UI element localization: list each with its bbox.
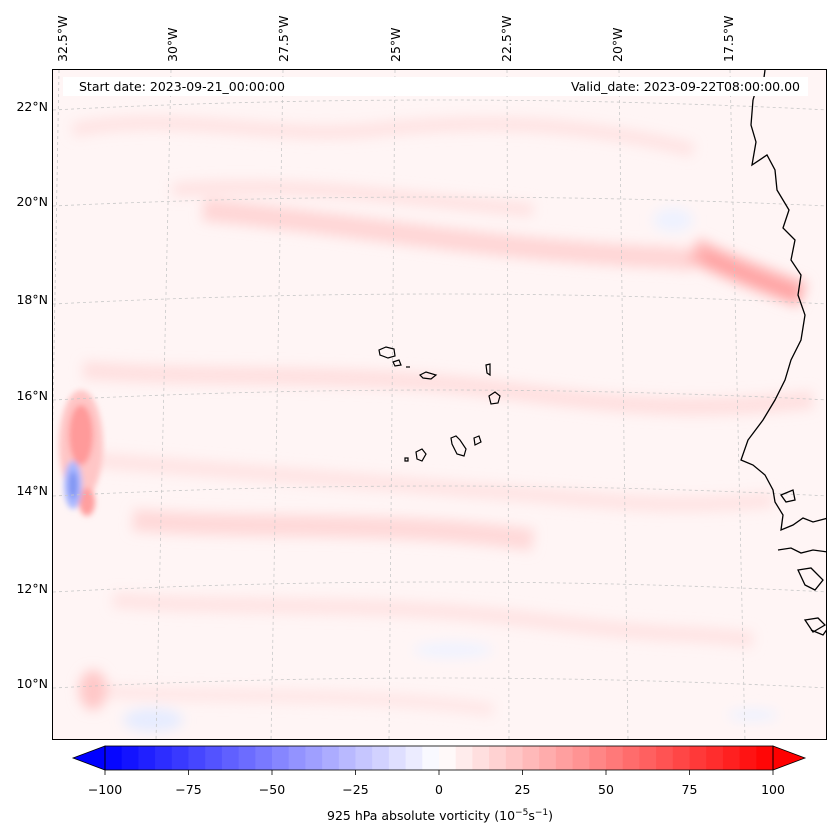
colorbar (71, 745, 807, 775)
colorbar-segment (338, 746, 357, 770)
colorbar-segment (505, 746, 524, 770)
island-maio (473, 435, 482, 446)
coast-guinea (810, 629, 826, 636)
island-santiago (450, 435, 467, 457)
colorbar-segment (622, 746, 640, 770)
colorbar-segment (472, 746, 490, 770)
colorbar-segment (288, 746, 306, 770)
colorbar-tick-neg100: −100 (87, 782, 123, 797)
colorbar-tick-neg25: −25 (342, 782, 369, 797)
lon-label-32-5w: 32.5°W (55, 15, 70, 62)
colorbar-segment (105, 746, 123, 770)
colorbar-segment (639, 746, 657, 770)
colorbar-segment (455, 746, 473, 770)
colorbar-segment (756, 746, 774, 770)
colorbar-label: 925 hPa absolute vorticity (10−5s−1) (326, 808, 554, 824)
colorbar-segment (272, 746, 290, 770)
colorbar-tick-50: 50 (598, 782, 614, 797)
colorbar-tick-marks (104, 770, 774, 775)
lat-label-16n: 16°N (16, 388, 48, 403)
coast-bissagos-1 (797, 567, 824, 591)
colorbar-segment (572, 746, 590, 770)
colorbar-segment (672, 746, 691, 770)
lon-label-25w: 25°W (388, 27, 403, 62)
lat-label-20n: 20°N (16, 194, 48, 209)
colorbar-segment (305, 746, 323, 770)
colorbar-segment (606, 746, 624, 770)
colorbar-segment (489, 746, 507, 770)
colorbar-segment (689, 746, 707, 770)
colorbar-segment (355, 746, 373, 770)
colorbar-segments (105, 746, 774, 770)
colorbar-segment (138, 746, 156, 770)
colorbar-segment (171, 746, 190, 770)
colorbar-segment (739, 746, 757, 770)
gridlines (53, 70, 826, 739)
lat-label-18n: 18°N (16, 292, 48, 307)
colorbar-segment (405, 746, 423, 770)
colorbar-segment (422, 746, 440, 770)
island-sao-nicolau (418, 371, 438, 380)
start-date-label: Start date: 2023-09-21_00:00:00 (79, 79, 285, 94)
colorbar-segment (255, 746, 273, 770)
island-brava (404, 457, 409, 462)
island-sal (485, 363, 491, 377)
colorbar-tick-neg50: −50 (258, 782, 286, 797)
colorbar-segment (322, 746, 340, 770)
colorbar-tick-75: 75 (681, 782, 698, 797)
lon-label-17-5w: 17.5°W (721, 15, 736, 62)
lon-label-27-5w: 27.5°W (276, 15, 291, 62)
colorbar-segment (155, 746, 173, 770)
colorbar-segment (439, 746, 457, 770)
colorbar-segment (555, 746, 574, 770)
left-vortex (59, 390, 103, 516)
valid-date-label: Valid_date: 2023-09-22T08:00:00.00 (570, 79, 800, 94)
colorbar-segment (539, 746, 557, 770)
island-fogo (415, 448, 427, 462)
coast-mauritania-senegal (740, 99, 826, 532)
cabo-verde-islands (378, 346, 501, 462)
lat-label-12n: 12°N (16, 581, 48, 596)
colorbar-segment (388, 746, 407, 770)
island-boa-vista (488, 391, 501, 405)
lon-label-30w: 30°W (165, 27, 180, 62)
colorbar-segment (722, 746, 741, 770)
coast-gambia (777, 547, 826, 554)
lon-label-20w: 20°W (610, 27, 625, 62)
colorbar-segment (706, 746, 724, 770)
colorbar-segment (221, 746, 240, 770)
colorbar-segment (205, 746, 223, 770)
colorbar-segment (238, 746, 256, 770)
coast-bissagos-2 (803, 617, 826, 633)
colorbar-segment (589, 746, 607, 770)
date-annotation-bar (63, 77, 808, 96)
lat-label-10n: 10°N (16, 676, 48, 691)
colorbar-tick-neg75: −75 (175, 782, 202, 797)
island-santo-antao (378, 346, 396, 359)
colorbar-segment (121, 746, 139, 770)
island-sao-vicente (392, 359, 402, 367)
colorbar-high-extension (772, 745, 807, 771)
lat-label-14n: 14°N (16, 483, 48, 498)
colorbar-tick-25: 25 (514, 782, 531, 797)
map-panel (52, 69, 827, 740)
colorbar-tick-0: 0 (435, 782, 443, 797)
vorticity-field (53, 70, 826, 739)
colorbar-segment (188, 746, 206, 770)
coast-cap-vert (779, 489, 796, 503)
vorticity-contours (71, 115, 814, 732)
colorbar-segment (372, 746, 390, 770)
lat-label-22n: 22°N (16, 99, 48, 114)
colorbar-tick-100: 100 (761, 782, 785, 797)
lon-label-22-5w: 22.5°W (499, 15, 514, 62)
colorbar-segment (522, 746, 540, 770)
colorbar-low-extension (71, 745, 106, 771)
colorbar-segment (656, 746, 674, 770)
